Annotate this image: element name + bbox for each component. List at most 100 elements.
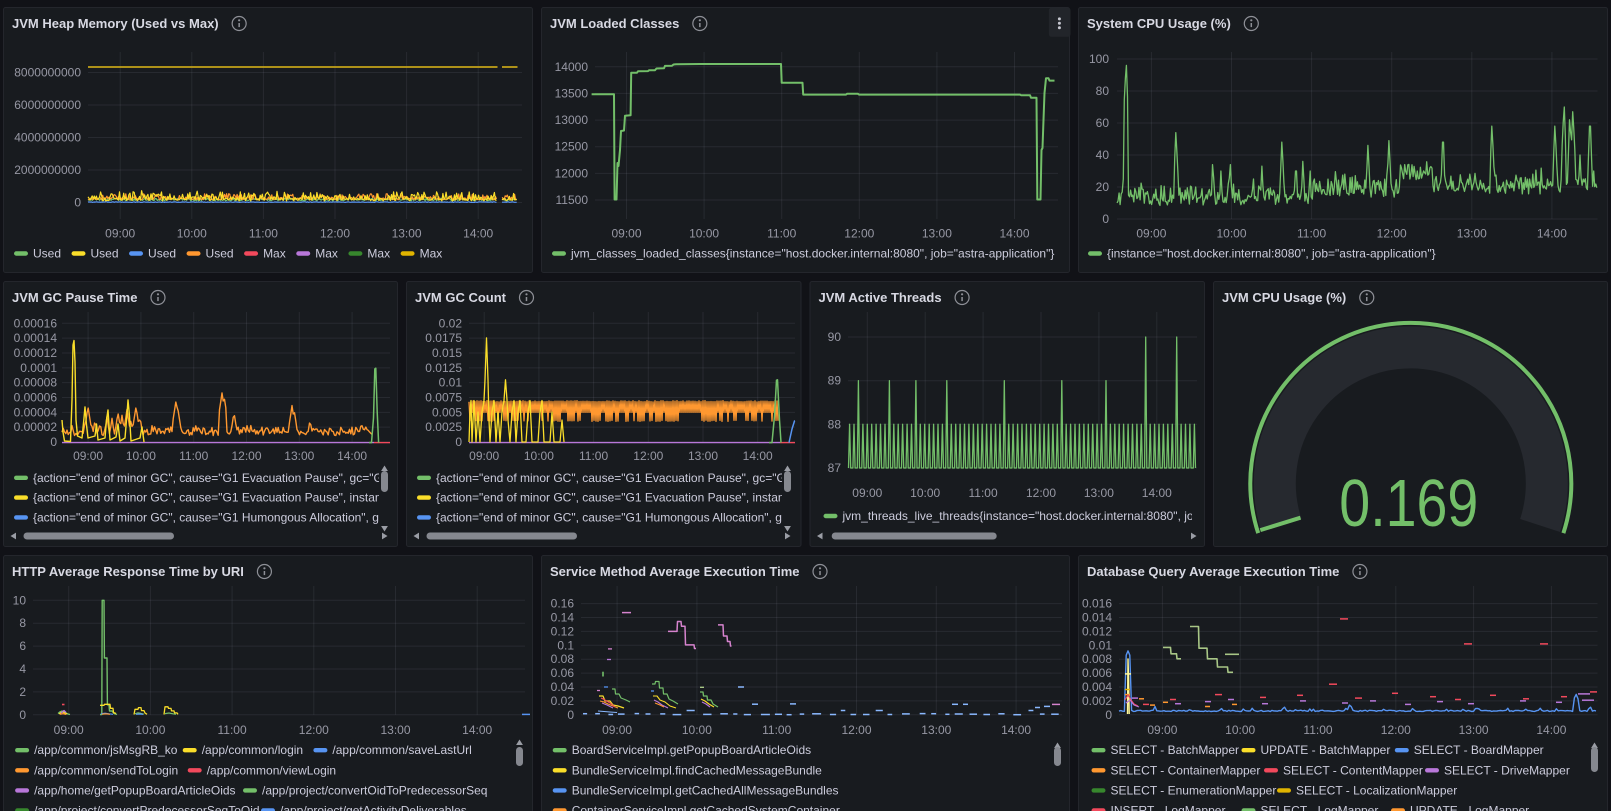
svg-text:SELECT - BoardMapper: SELECT - BoardMapper [1414, 743, 1544, 757]
svg-text:jvm_classes_loaded_classes{ins: jvm_classes_loaded_classes{instance="hos… [570, 247, 1054, 261]
svg-text:/app/common/jsMsgRB_ko: /app/common/jsMsgRB_ko [34, 743, 178, 757]
svg-text:2: 2 [19, 685, 26, 699]
svg-text:11:00: 11:00 [218, 723, 247, 737]
svg-text:{action="end of minor GC", cau: {action="end of minor GC", cause="G1 Hum… [33, 510, 385, 524]
svg-text:11:00: 11:00 [1297, 227, 1326, 241]
svg-text:14:00: 14:00 [1001, 723, 1031, 737]
svg-text:Max: Max [315, 247, 338, 261]
svg-text:0.02: 0.02 [551, 694, 575, 708]
svg-text:/app/home/getPopupBoardArticle: /app/home/getPopupBoardArticleOids [34, 783, 235, 797]
svg-text:JVM Heap Memory (Used vs Max): JVM Heap Memory (Used vs Max) [12, 16, 219, 31]
svg-text:Used: Used [206, 247, 234, 261]
svg-text:/app/common/sendToLogin: /app/common/sendToLogin [34, 763, 178, 777]
svg-text:ContainerServiceImpl.getCached: ContainerServiceImpl.getCachedSystemCont… [572, 804, 840, 811]
svg-text:SELECT - EnumerationMapper: SELECT - EnumerationMapper [1111, 783, 1277, 797]
svg-text:0.00014: 0.00014 [14, 331, 58, 345]
svg-text:14000: 14000 [555, 60, 589, 74]
svg-text:JVM Active Threads: JVM Active Threads [819, 290, 942, 305]
svg-text:8: 8 [19, 616, 26, 630]
svg-text:0: 0 [1105, 708, 1112, 722]
svg-text:0.00002: 0.00002 [14, 420, 58, 434]
svg-text:Database Query Average Executi: Database Query Average Execution Time [1087, 564, 1339, 579]
svg-text:11:00: 11:00 [579, 449, 608, 463]
svg-text:0.016: 0.016 [1082, 597, 1112, 611]
svg-text:13:00: 13:00 [284, 449, 314, 463]
svg-text:Max: Max [263, 247, 286, 261]
svg-text:12:00: 12:00 [231, 449, 261, 463]
svg-text:6: 6 [19, 639, 26, 653]
svg-text:13:00: 13:00 [1457, 227, 1487, 241]
svg-text:10:00: 10:00 [524, 449, 554, 463]
svg-text:13500: 13500 [555, 86, 589, 100]
svg-text:13:00: 13:00 [392, 227, 422, 241]
svg-text:{action="end of minor GC", cau: {action="end of minor GC", cause="G1 Eva… [436, 471, 793, 485]
svg-text:14:00: 14:00 [743, 449, 773, 463]
svg-text:0.1: 0.1 [557, 638, 574, 652]
svg-text:09:00: 09:00 [469, 449, 499, 463]
svg-text:10:00: 10:00 [682, 723, 712, 737]
svg-text:BoardServiceImpl.getPopupBoard: BoardServiceImpl.getPopupBoardArticleOid… [572, 743, 811, 757]
svg-text:0.004: 0.004 [1082, 680, 1112, 694]
svg-text:12:00: 12:00 [1381, 723, 1411, 737]
svg-text:89: 89 [828, 374, 842, 388]
svg-text:8000000000: 8000000000 [14, 66, 81, 80]
svg-text:14:00: 14:00 [337, 449, 367, 463]
svg-text:09:00: 09:00 [611, 227, 641, 241]
svg-text:0.01: 0.01 [439, 376, 463, 390]
svg-text:20: 20 [1096, 180, 1110, 194]
svg-text:87: 87 [828, 461, 842, 475]
svg-text:BundleServiceImpl.findCachedMe: BundleServiceImpl.findCachedMessageBundl… [572, 763, 822, 777]
svg-text:INSERT - LogMapper: INSERT - LogMapper [1111, 804, 1226, 811]
svg-text:09:00: 09:00 [73, 449, 103, 463]
svg-text:10:00: 10:00 [135, 723, 165, 737]
svg-text:SELECT - LocalizationMapper: SELECT - LocalizationMapper [1296, 783, 1457, 797]
svg-text:100: 100 [1089, 52, 1109, 66]
svg-text:0: 0 [74, 196, 81, 210]
svg-text:System CPU Usage (%): System CPU Usage (%) [1087, 16, 1231, 31]
svg-text:60: 60 [1096, 116, 1110, 130]
svg-text:0.0125: 0.0125 [425, 361, 462, 375]
svg-text:10:00: 10:00 [177, 227, 207, 241]
svg-text:/app/project/convertOidToPrede: /app/project/convertOidToPredecessorSeq [262, 783, 487, 797]
svg-text:14:00: 14:00 [1537, 227, 1567, 241]
svg-text:11:00: 11:00 [969, 486, 998, 500]
svg-text:13:00: 13:00 [380, 723, 410, 737]
svg-text:88: 88 [828, 417, 842, 431]
svg-text:JVM CPU Usage (%): JVM CPU Usage (%) [1222, 290, 1346, 305]
svg-text:13:00: 13:00 [922, 227, 952, 241]
svg-text:4000000000: 4000000000 [14, 131, 81, 145]
svg-text:12:00: 12:00 [841, 723, 871, 737]
svg-text:{instance="host.docker.interna: {instance="host.docker.internal:8080", j… [1107, 247, 1436, 261]
svg-text:0.169: 0.169 [1339, 467, 1478, 541]
svg-text:09:00: 09:00 [54, 723, 84, 737]
svg-text:0.14: 0.14 [551, 611, 575, 625]
svg-text:0: 0 [455, 435, 462, 449]
svg-text:/app/common/viewLogin: /app/common/viewLogin [207, 763, 336, 777]
svg-text:0.01: 0.01 [1089, 638, 1113, 652]
svg-text:{action="end of minor GC", cau: {action="end of minor GC", cause="G1 Hum… [436, 510, 788, 524]
svg-text:0.0025: 0.0025 [425, 420, 462, 434]
svg-text:/app/project/getActivityDelive: /app/project/getActivityDeliverables [280, 804, 467, 811]
svg-text:Used: Used [91, 247, 119, 261]
svg-text:12:00: 12:00 [320, 227, 350, 241]
svg-text:12:00: 12:00 [844, 227, 874, 241]
svg-text:0.0175: 0.0175 [425, 331, 462, 345]
svg-text:Service Method Average Executi: Service Method Average Execution Time [550, 564, 800, 579]
svg-text:Max: Max [420, 247, 443, 261]
svg-text:14:00: 14:00 [999, 227, 1029, 241]
svg-text:0.08: 0.08 [551, 652, 575, 666]
svg-text:80: 80 [1096, 84, 1110, 98]
svg-text:10:00: 10:00 [1225, 723, 1255, 737]
svg-text:0: 0 [567, 708, 574, 722]
svg-text:12000: 12000 [555, 166, 589, 180]
svg-text:13:00: 13:00 [1459, 723, 1489, 737]
svg-text:JVM GC Count: JVM GC Count [415, 290, 507, 305]
svg-text:0.00008: 0.00008 [14, 376, 58, 390]
svg-text:SELECT - ContainerMapper: SELECT - ContainerMapper [1111, 763, 1261, 777]
svg-text:JVM Loaded Classes: JVM Loaded Classes [550, 16, 679, 31]
svg-text:13:00: 13:00 [688, 449, 718, 463]
svg-text:11:00: 11:00 [762, 723, 791, 737]
svg-text:14:00: 14:00 [1142, 486, 1172, 500]
svg-text:0.12: 0.12 [551, 624, 575, 638]
svg-text:13000: 13000 [555, 113, 589, 127]
